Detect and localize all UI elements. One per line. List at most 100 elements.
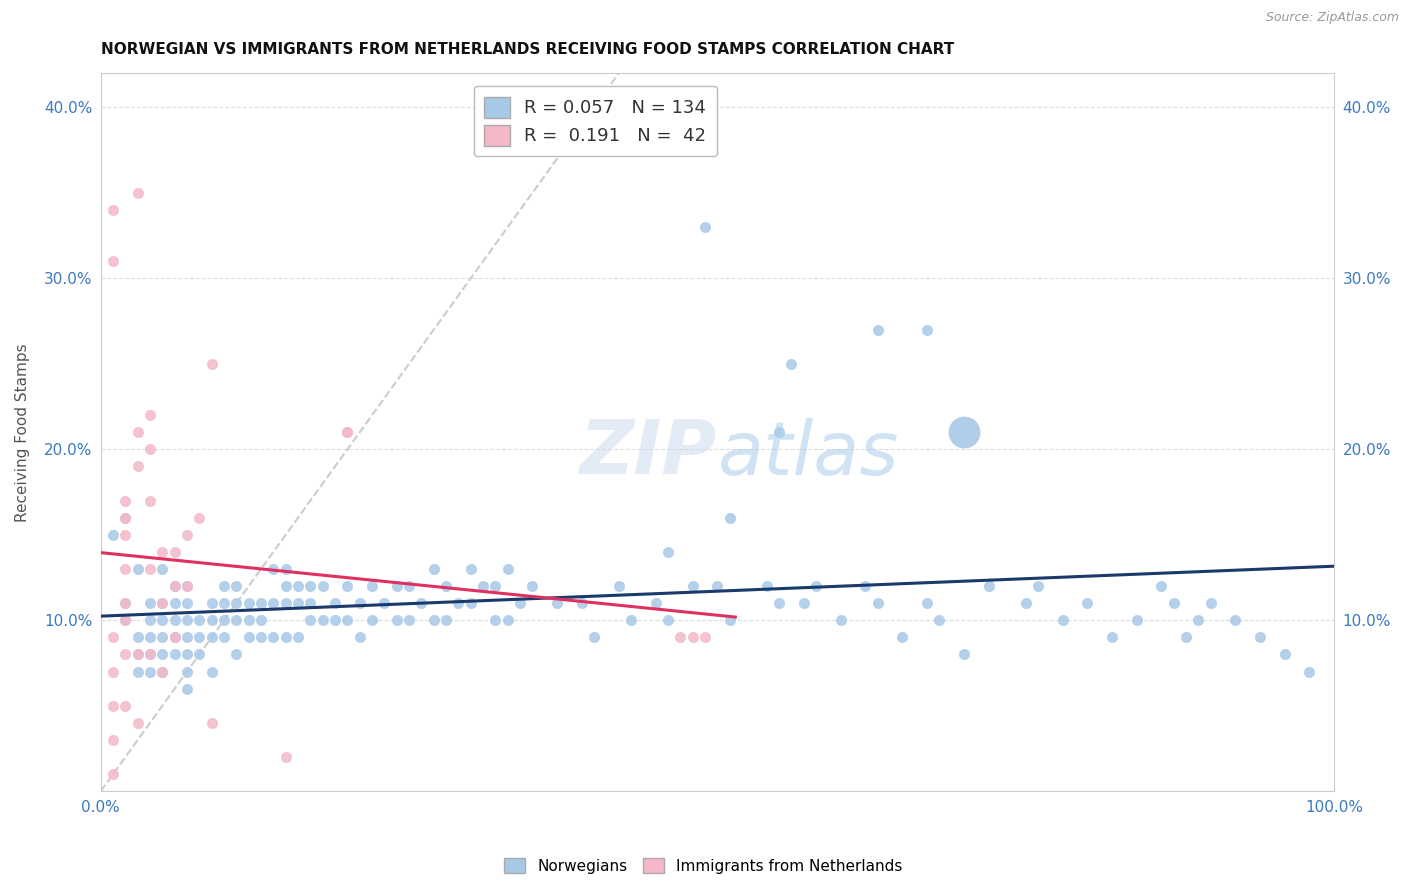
Point xyxy=(176,579,198,593)
Point xyxy=(101,631,124,645)
Point xyxy=(163,613,186,627)
Point xyxy=(323,613,346,627)
Point xyxy=(201,596,224,610)
Point xyxy=(398,579,420,593)
Point xyxy=(114,596,136,610)
Point xyxy=(152,648,174,662)
Point xyxy=(484,579,506,593)
Point xyxy=(114,562,136,576)
Text: ZIP: ZIP xyxy=(581,417,717,491)
Point xyxy=(176,681,198,696)
Point xyxy=(706,579,728,593)
Point xyxy=(163,631,186,645)
Point xyxy=(152,613,174,627)
Point xyxy=(509,596,531,610)
Point xyxy=(669,631,692,645)
Point xyxy=(385,579,408,593)
Point xyxy=(152,596,174,610)
Point xyxy=(312,613,335,627)
Point xyxy=(385,613,408,627)
Point xyxy=(201,613,224,627)
Point xyxy=(101,665,124,679)
Point xyxy=(1126,613,1149,627)
Point xyxy=(139,631,162,645)
Point xyxy=(238,613,260,627)
Text: Source: ZipAtlas.com: Source: ZipAtlas.com xyxy=(1265,11,1399,24)
Point xyxy=(977,579,1000,593)
Point xyxy=(201,631,224,645)
Point xyxy=(163,648,186,662)
Point xyxy=(176,648,198,662)
Point xyxy=(225,579,247,593)
Point xyxy=(695,631,717,645)
Point xyxy=(212,596,235,610)
Point xyxy=(472,579,495,593)
Point xyxy=(855,579,877,593)
Point xyxy=(152,562,174,576)
Point xyxy=(201,665,224,679)
Point xyxy=(152,596,174,610)
Point xyxy=(373,596,395,610)
Point xyxy=(225,596,247,610)
Point xyxy=(114,596,136,610)
Point xyxy=(695,220,717,235)
Point xyxy=(139,665,162,679)
Point xyxy=(114,648,136,662)
Point xyxy=(127,562,149,576)
Point xyxy=(1175,631,1198,645)
Point xyxy=(139,596,162,610)
Point xyxy=(804,579,827,593)
Point xyxy=(114,528,136,542)
Point xyxy=(1298,665,1320,679)
Point xyxy=(323,596,346,610)
Point xyxy=(780,357,803,371)
Point xyxy=(287,631,309,645)
Point xyxy=(238,631,260,645)
Point xyxy=(299,613,322,627)
Point xyxy=(114,698,136,713)
Point xyxy=(274,562,297,576)
Point xyxy=(349,631,371,645)
Point xyxy=(718,613,741,627)
Point xyxy=(718,510,741,524)
Text: NORWEGIAN VS IMMIGRANTS FROM NETHERLANDS RECEIVING FOOD STAMPS CORRELATION CHART: NORWEGIAN VS IMMIGRANTS FROM NETHERLANDS… xyxy=(101,42,955,57)
Point xyxy=(139,442,162,457)
Point xyxy=(866,596,889,610)
Point xyxy=(176,665,198,679)
Point xyxy=(250,596,273,610)
Point xyxy=(682,579,704,593)
Point xyxy=(114,493,136,508)
Point xyxy=(101,733,124,747)
Point xyxy=(163,596,186,610)
Point xyxy=(127,186,149,200)
Point xyxy=(915,323,938,337)
Point xyxy=(152,665,174,679)
Point xyxy=(312,579,335,593)
Point xyxy=(447,596,470,610)
Legend: Norwegians, Immigrants from Netherlands: Norwegians, Immigrants from Netherlands xyxy=(498,852,908,880)
Point xyxy=(127,425,149,440)
Point xyxy=(139,613,162,627)
Point xyxy=(212,631,235,645)
Point xyxy=(460,562,482,576)
Point xyxy=(262,631,284,645)
Point xyxy=(287,579,309,593)
Point xyxy=(127,648,149,662)
Point xyxy=(114,613,136,627)
Point xyxy=(127,715,149,730)
Point xyxy=(336,579,359,593)
Point xyxy=(460,596,482,610)
Y-axis label: Receiving Food Stamps: Receiving Food Stamps xyxy=(15,343,30,522)
Point xyxy=(1225,613,1247,627)
Point xyxy=(484,613,506,627)
Point xyxy=(1163,596,1185,610)
Point xyxy=(176,596,198,610)
Point xyxy=(201,715,224,730)
Point xyxy=(1076,596,1098,610)
Point xyxy=(891,631,914,645)
Point xyxy=(139,648,162,662)
Point xyxy=(398,613,420,627)
Point xyxy=(496,562,519,576)
Point xyxy=(274,750,297,764)
Point xyxy=(225,613,247,627)
